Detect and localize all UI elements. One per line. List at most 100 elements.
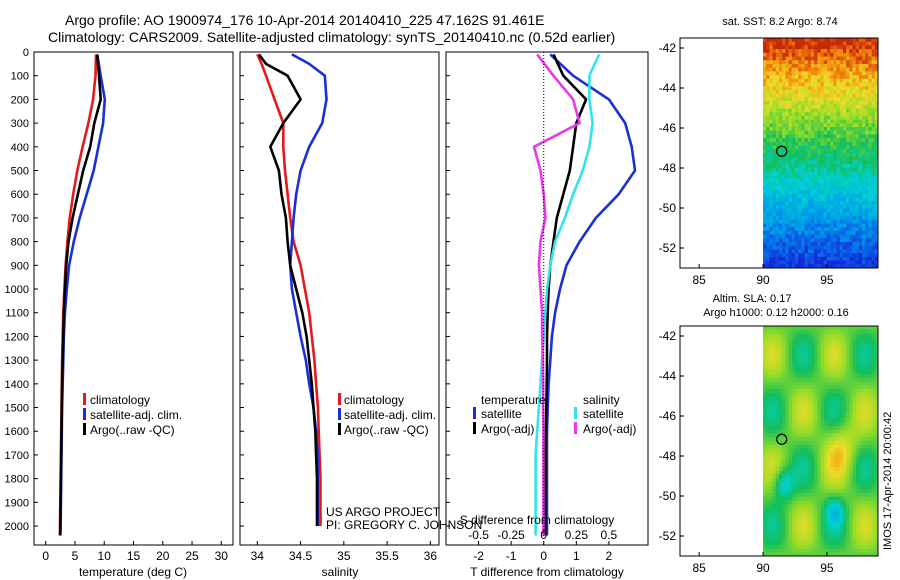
map-cell <box>839 104 844 109</box>
map-cell <box>810 197 815 202</box>
map-cell <box>791 208 796 213</box>
map-cell <box>772 256 777 261</box>
map-cell <box>849 104 853 109</box>
map-cell <box>763 478 767 483</box>
map-cell <box>874 433 879 438</box>
map-cell <box>820 186 825 191</box>
map-cell <box>855 230 860 236</box>
map-cell <box>862 381 866 386</box>
map-cell <box>788 507 793 512</box>
map-cell <box>865 329 869 334</box>
map-cell <box>823 518 828 524</box>
map-cell <box>766 329 770 334</box>
map-cell <box>855 175 860 180</box>
map-cell <box>839 108 844 113</box>
map-cell <box>874 75 879 80</box>
map-cell <box>823 149 828 154</box>
map-cell <box>855 204 860 210</box>
map-cell <box>846 249 850 254</box>
map-cell <box>820 363 825 368</box>
map-cell <box>766 242 770 247</box>
map-cell <box>874 455 879 460</box>
map-cell <box>794 104 799 109</box>
map-cell <box>779 437 783 442</box>
map-cell <box>858 478 863 483</box>
map-cell <box>842 552 847 557</box>
map-cell <box>836 381 841 386</box>
map-cell <box>785 548 789 553</box>
map-cell <box>868 455 873 460</box>
map-cell <box>839 400 844 405</box>
map-cell <box>855 351 860 357</box>
map-cell <box>855 459 860 464</box>
map-cell <box>810 264 815 269</box>
map-cell <box>820 485 825 490</box>
map-cell <box>798 526 802 531</box>
lat-tick-label: -46 <box>659 409 677 423</box>
map-cell <box>763 441 767 446</box>
map-cell <box>826 230 831 236</box>
map-cell <box>772 227 777 232</box>
map-cell <box>852 448 857 453</box>
map-cell <box>839 56 844 61</box>
map-cell <box>862 448 866 453</box>
legend-swatch-satellite <box>338 408 341 420</box>
map-cell <box>807 340 812 345</box>
map-cell <box>807 344 812 349</box>
map-cell <box>810 115 815 121</box>
map-cell <box>868 201 873 206</box>
map-cell <box>868 212 873 217</box>
map-cell <box>830 437 834 442</box>
map-cell <box>852 470 857 475</box>
map-cell <box>842 463 847 468</box>
map-cell <box>823 45 828 50</box>
map-cell <box>801 392 805 397</box>
map-cell <box>855 355 860 360</box>
map-cell <box>855 396 860 401</box>
map-cell <box>820 190 825 195</box>
map-cell <box>769 56 774 61</box>
map-cell <box>830 474 834 479</box>
map-cell <box>807 216 812 221</box>
map-cell <box>852 127 857 132</box>
map-cell <box>871 186 876 191</box>
map-cell <box>820 204 825 210</box>
map-cell <box>801 245 805 250</box>
map-cell <box>785 164 789 169</box>
map-cell <box>849 466 853 472</box>
map-cell <box>788 89 793 95</box>
map-cell <box>804 359 809 364</box>
map-cell <box>775 504 780 509</box>
map-cell <box>794 415 799 420</box>
map-cell <box>785 326 789 331</box>
map-cell <box>814 208 818 213</box>
map-cell <box>871 511 876 516</box>
map-cell <box>836 193 841 198</box>
map-cell <box>820 178 825 184</box>
map-cell <box>810 429 815 434</box>
map-cell <box>858 238 863 243</box>
map-cell <box>769 548 774 553</box>
map-cell <box>826 481 831 486</box>
map-cell <box>852 392 857 397</box>
map-cell <box>855 38 860 43</box>
map-cell <box>763 182 767 187</box>
map-cell <box>842 212 847 217</box>
series-line-temperature-argo-adj- <box>544 53 588 536</box>
map-cell <box>830 153 834 158</box>
map-cell <box>772 407 777 412</box>
map-cell <box>823 370 828 375</box>
map-cell <box>794 426 799 431</box>
map-cell <box>791 466 796 472</box>
map-cell <box>779 127 783 132</box>
map-cell <box>779 238 783 243</box>
map-cell <box>772 329 777 334</box>
map-cell <box>817 422 821 427</box>
map-cell <box>820 533 825 538</box>
map-cell <box>858 363 863 368</box>
map-cell <box>769 93 774 98</box>
map-cell <box>766 60 770 65</box>
map-cell <box>858 507 863 512</box>
map-cell <box>836 366 841 371</box>
map-cell <box>798 326 802 331</box>
